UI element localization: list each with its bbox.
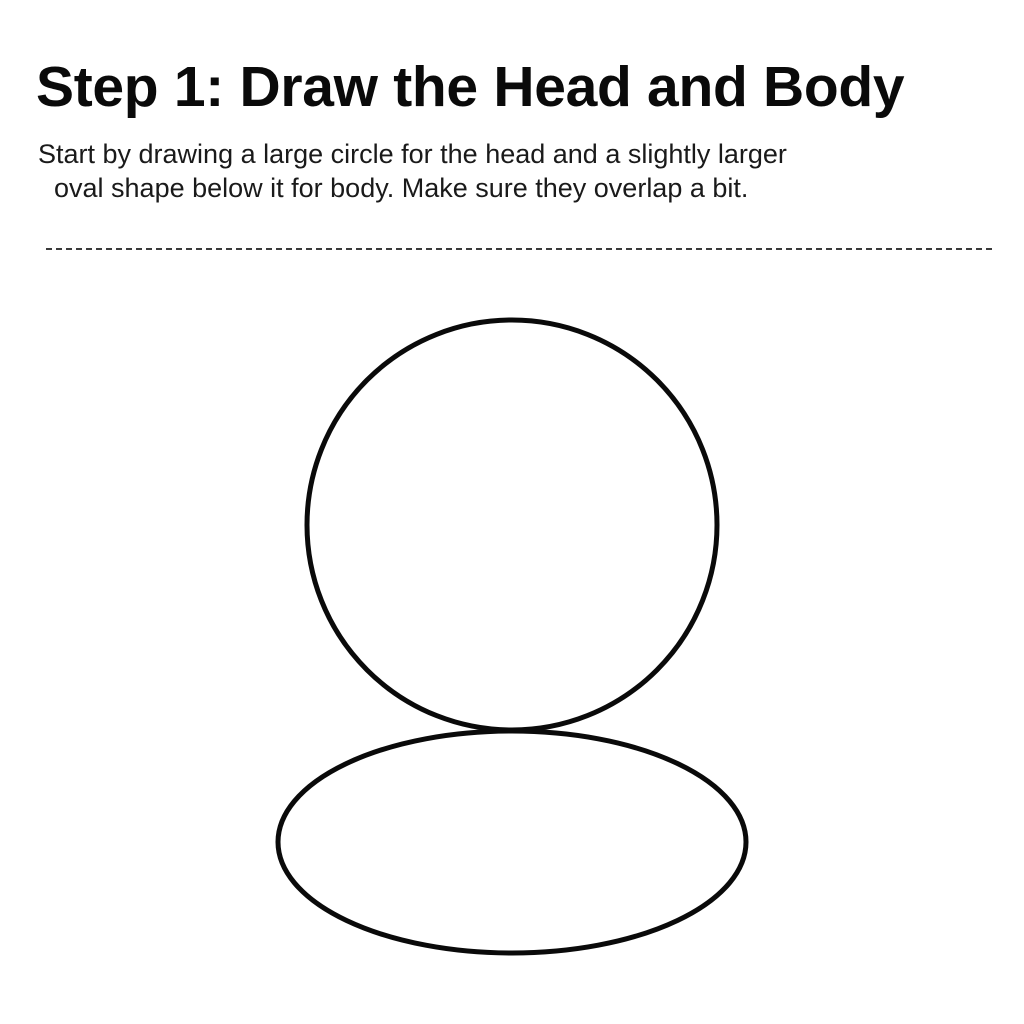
description-line-1: Start by drawing a large circle for the … — [38, 139, 787, 169]
dashed-divider — [46, 248, 992, 250]
head-circle — [304, 317, 720, 733]
description-line-2: oval shape below it for body. Make sure … — [54, 173, 749, 203]
step-description: Start by drawing a large circle for the … — [38, 137, 787, 205]
step-title: Step 1: Draw the Head and Body — [36, 55, 905, 119]
body-oval — [275, 728, 749, 956]
